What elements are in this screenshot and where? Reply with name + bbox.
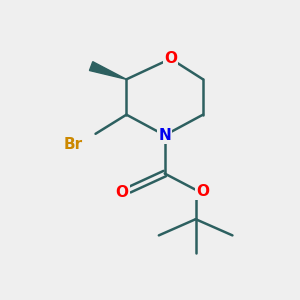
- Text: Br: Br: [64, 136, 83, 152]
- Text: O: O: [164, 51, 177, 66]
- Text: O: O: [116, 184, 128, 200]
- Text: O: O: [196, 184, 209, 199]
- Polygon shape: [89, 62, 126, 79]
- Text: N: N: [158, 128, 171, 143]
